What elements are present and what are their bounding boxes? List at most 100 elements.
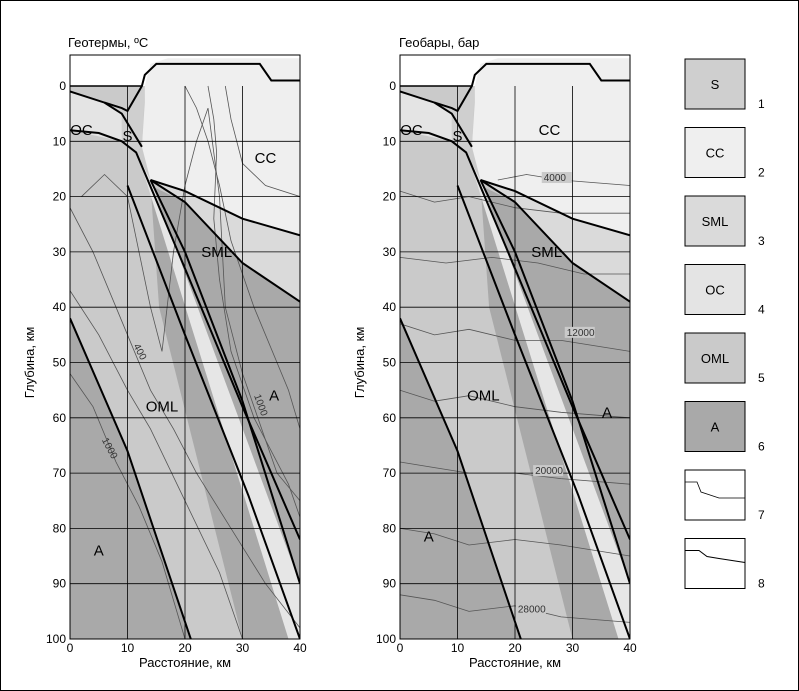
oc-top-boundary	[70, 90, 143, 148]
sml-base-boundary	[149, 179, 300, 303]
cc-base-boundary	[150, 179, 300, 237]
unit-label-a-left: A	[94, 543, 104, 560]
panel-body	[70, 55, 300, 639]
y-tick-label: 100	[46, 632, 66, 646]
panel-title: Геобары, бар	[399, 35, 479, 50]
oc-region	[70, 91, 122, 142]
panel-frame	[399, 54, 631, 640]
unit-label-oml: OML	[146, 399, 179, 416]
contour-line	[70, 290, 243, 639]
slab-bottom-boundary	[126, 185, 300, 639]
topography-line	[104, 62, 300, 113]
panel-body	[400, 55, 630, 639]
x-tick-label: 20	[508, 641, 522, 655]
y-tick-label: 60	[383, 411, 397, 425]
slab-inner-boundary	[149, 179, 300, 585]
x-axis-label: Расстояние, км	[139, 655, 231, 670]
y-tick-label: 20	[383, 190, 397, 204]
legend-label: CC	[706, 146, 725, 161]
x-tick-label: 30	[236, 641, 250, 655]
legend-swatch	[684, 332, 746, 384]
legend-label: OML	[701, 351, 729, 366]
topography-line	[434, 62, 630, 113]
cc-base-boundary	[480, 179, 630, 237]
legend-number: 3	[758, 234, 765, 248]
unit-label-s: S	[122, 128, 132, 145]
legend-swatch	[684, 127, 746, 178]
oc-top-boundary	[400, 90, 473, 148]
unit-label-s: S	[452, 128, 462, 145]
unit-label-a-left: A	[424, 529, 434, 546]
y-tick-label: 30	[53, 245, 67, 259]
slab-inner-boundary	[479, 179, 630, 585]
sml-base-boundary	[479, 179, 630, 303]
contour-label: 12000	[567, 328, 595, 339]
unit-label-cc: CC	[255, 150, 277, 167]
legend-isoline	[685, 550, 746, 563]
y-tick-label: 0	[59, 79, 66, 93]
x-tick-label: 40	[293, 641, 307, 655]
legend-number: 6	[758, 440, 765, 454]
y-tick-label: 20	[53, 190, 67, 204]
y-tick-label: 10	[53, 134, 67, 148]
panel-frame	[69, 54, 301, 640]
unit-label-sml: SML	[201, 244, 232, 261]
y-tick-label: 90	[383, 577, 397, 591]
panel-title: Геотермы, ºС	[68, 35, 148, 50]
contour-label: 20000	[535, 466, 563, 477]
x-tick-label: 10	[121, 641, 135, 655]
legend-swatch	[684, 195, 746, 247]
legend: S 1 CC 2 SML 3 OC 4 OML 5 A 6 7 8	[684, 58, 765, 591]
legend-number: 4	[758, 303, 765, 317]
sml-region	[480, 180, 630, 302]
y-tick-label: 40	[383, 300, 397, 314]
y-axis-label: Глубина, км	[352, 327, 367, 399]
unit-label-oc: OC	[400, 122, 423, 139]
legend-number: 2	[758, 166, 765, 180]
slab-region	[466, 152, 630, 639]
contour-label-bg	[515, 603, 546, 615]
oc-region	[400, 91, 452, 142]
y-tick-label: 30	[383, 245, 397, 259]
y-tick-label: 80	[383, 521, 397, 535]
cc-region	[471, 58, 630, 236]
x-tick-label: 40	[623, 641, 637, 655]
legend-label: SML	[702, 214, 729, 229]
legend-swatch	[684, 469, 746, 521]
legend-label: OC	[705, 283, 725, 298]
unit-label-a-right: A	[602, 404, 612, 421]
y-tick-label: 70	[383, 466, 397, 480]
slab-bottom-boundary	[456, 185, 630, 639]
x-tick-label: 0	[397, 641, 404, 655]
legend-swatch	[684, 264, 746, 315]
x-tick-label: 20	[178, 641, 192, 655]
y-tick-label: 0	[389, 79, 396, 93]
legend-isoline-thin	[685, 481, 745, 499]
y-tick-label: 10	[383, 134, 397, 148]
y-tick-label: 100	[376, 632, 396, 646]
x-tick-label: 0	[67, 641, 74, 655]
legend-number: 7	[758, 508, 765, 522]
contour-label-bg	[564, 326, 595, 338]
x-axis-label: Расстояние, км	[469, 655, 561, 670]
legend-label: A	[711, 420, 720, 435]
x-tick-label: 10	[451, 641, 465, 655]
slab-region	[136, 152, 300, 639]
contour-line	[207, 85, 300, 518]
unit-label-oml: OML	[467, 388, 500, 405]
legend-number: 8	[758, 577, 765, 591]
y-tick-label: 90	[53, 577, 67, 591]
y-tick-label: 80	[53, 521, 67, 535]
y-tick-label: 40	[53, 300, 67, 314]
contour-line	[70, 207, 300, 629]
unit-label-cc: CC	[539, 122, 561, 139]
y-tick-label: 70	[53, 466, 67, 480]
legend-swatch	[684, 58, 746, 110]
asthenosphere-left	[400, 318, 521, 639]
x-tick-label: 30	[566, 641, 580, 655]
contour-line	[184, 85, 300, 430]
contour-label: 4000	[544, 173, 567, 184]
